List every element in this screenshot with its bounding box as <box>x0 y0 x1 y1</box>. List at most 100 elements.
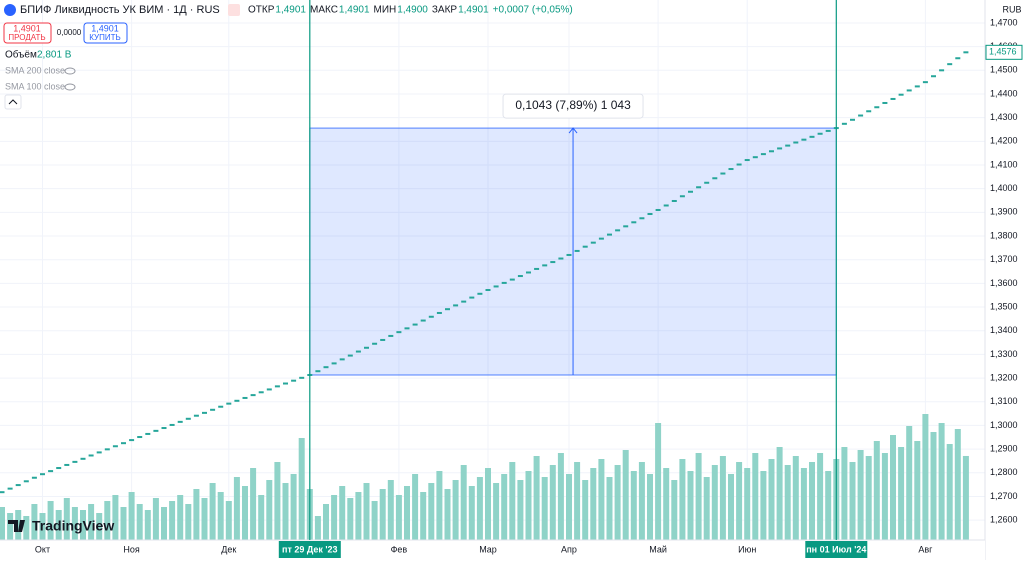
volume-bar <box>598 459 605 540</box>
volume-bar <box>752 453 759 540</box>
y-tick-label: 1,3900 <box>990 207 1018 217</box>
sell-label: ПРОДАТЬ <box>8 33 45 42</box>
volume-bar <box>962 455 969 540</box>
volume-bar <box>849 462 856 540</box>
candle <box>453 304 459 307</box>
buy-button[interactable] <box>83 22 128 44</box>
volume-bar <box>938 423 945 540</box>
volume-bar <box>663 468 670 540</box>
volume-bar <box>711 465 718 540</box>
volume-bar <box>55 510 62 540</box>
y-tick-label: 1,3800 <box>990 230 1018 240</box>
volume-bar <box>695 453 702 540</box>
candle <box>112 445 118 448</box>
eye-icon[interactable] <box>64 67 76 75</box>
volume-bar <box>574 462 581 540</box>
volume-bar <box>339 486 346 540</box>
volume-bar <box>525 471 532 540</box>
volume-bar <box>80 510 86 540</box>
volume-bar <box>233 477 240 540</box>
candle <box>623 225 629 228</box>
volume-bar <box>452 480 459 540</box>
candle <box>817 132 823 135</box>
volume-bar <box>379 489 386 540</box>
candle <box>485 289 491 292</box>
last-price-label: 1,4576 <box>989 47 1017 57</box>
candle <box>728 168 734 171</box>
candle <box>720 172 726 175</box>
candle <box>445 308 450 311</box>
candle <box>169 423 175 426</box>
candle <box>121 442 126 445</box>
candle <box>760 153 766 156</box>
candle <box>898 93 904 96</box>
collapse-button[interactable] <box>4 94 22 110</box>
candle <box>388 334 394 337</box>
candle <box>153 429 159 432</box>
candle <box>598 237 604 240</box>
y-tick-label: 1,2800 <box>990 467 1018 477</box>
volume-bar <box>873 441 880 540</box>
volume-bar <box>630 471 637 540</box>
candle <box>23 480 29 483</box>
y-tick-label: 1,4300 <box>990 112 1018 122</box>
candle <box>939 69 945 72</box>
sell-button[interactable] <box>3 22 52 44</box>
volume-bar <box>744 468 751 540</box>
volume-bar <box>760 471 767 540</box>
y-tick-label: 1,4500 <box>990 65 1018 75</box>
volume-bar <box>841 447 848 540</box>
candle <box>809 135 815 138</box>
candle <box>48 470 54 473</box>
candle <box>866 110 872 113</box>
volume-bar <box>201 498 208 540</box>
candle <box>218 405 224 408</box>
volume-bar <box>501 474 508 540</box>
volume-bar <box>655 423 662 540</box>
y-tick-label: 1,4200 <box>990 136 1018 146</box>
candle <box>647 213 653 216</box>
collapse-icon <box>8 99 18 105</box>
candle <box>615 229 621 232</box>
candle <box>88 454 94 457</box>
candle <box>517 275 523 278</box>
volume-bar <box>250 468 257 540</box>
candle <box>534 267 540 270</box>
x-tick-label: Фев <box>391 544 408 554</box>
candle <box>7 487 13 490</box>
volume-bar <box>290 474 297 540</box>
candle <box>420 319 426 322</box>
y-tick-label: 1,4700 <box>990 17 1018 27</box>
volume-bar <box>161 507 167 540</box>
ohlc-label: ЗАКР <box>432 5 458 16</box>
volume-bar <box>638 462 645 540</box>
candle <box>850 118 855 121</box>
volume-bar <box>331 495 338 540</box>
x-tick-label: Ноя <box>123 544 140 554</box>
volume-bar <box>671 480 678 540</box>
volume-bar <box>104 501 111 540</box>
volume-bar <box>703 477 710 540</box>
volume-bar <box>857 450 864 540</box>
candle <box>436 311 442 314</box>
ohlc-label: МАКС <box>310 5 338 16</box>
volume-bar <box>647 474 653 540</box>
candle <box>56 467 62 470</box>
volume-bar <box>39 513 46 540</box>
y-tick-label: 1,3500 <box>990 301 1018 311</box>
candle <box>955 57 961 60</box>
volume-bar <box>719 456 726 540</box>
volume-bar <box>784 465 791 540</box>
candle <box>177 420 183 423</box>
volume-bar <box>809 462 815 540</box>
candle <box>96 451 102 454</box>
eye-icon[interactable] <box>64 83 76 91</box>
volume-bar <box>120 507 127 540</box>
ohlc-value: 1,4901 <box>339 5 370 16</box>
candle <box>841 122 847 125</box>
candle <box>744 159 750 162</box>
y-tick-label: 1,3700 <box>990 254 1018 264</box>
volume-bar <box>242 486 248 540</box>
candle <box>396 331 402 334</box>
candle <box>712 177 718 180</box>
